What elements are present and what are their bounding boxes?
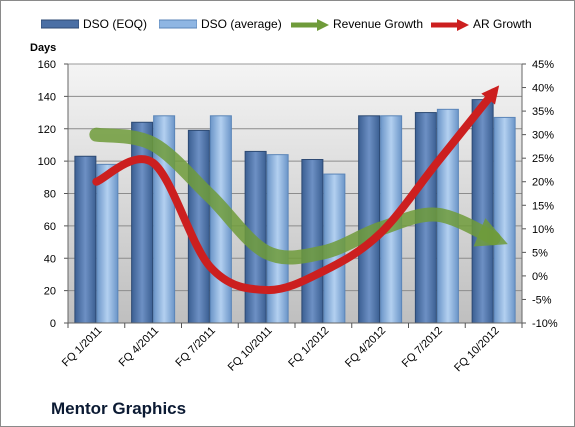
legend-swatch-ar-growth xyxy=(431,19,469,31)
bar-dso-avg xyxy=(96,163,119,324)
y2-tick-label: 45% xyxy=(532,59,554,71)
legend-swatch-dso-eoq xyxy=(41,19,79,29)
x-tick-label: FQ 10/2012 xyxy=(452,325,502,375)
y2-tick-label: 10% xyxy=(532,224,554,236)
legend-swatch-dso-avg xyxy=(159,19,197,29)
bar-dso-avg xyxy=(493,116,516,324)
y2-tick-label: 30% xyxy=(532,130,554,142)
y2-tick-label: 40% xyxy=(532,83,554,95)
series-lines xyxy=(89,85,508,295)
y2-tick-label: -5% xyxy=(532,294,552,306)
x-tick-label: FQ 4/2012 xyxy=(343,325,388,370)
y2-tick-label: 15% xyxy=(532,200,554,212)
y-tick-label: 140 xyxy=(38,91,56,103)
legend-label-dso-eoq: DSO (EOQ) xyxy=(83,17,148,31)
x-tick-label: FQ 1/2011 xyxy=(60,325,105,370)
y2-tick-label: 0% xyxy=(532,271,548,283)
x-tick-label: FQ 1/2012 xyxy=(286,325,331,370)
y-tick-label: 160 xyxy=(38,59,56,71)
y2-tick-label: 5% xyxy=(532,247,548,259)
x-tick-label: FQ 7/2011 xyxy=(173,325,218,370)
x-tick-label: FQ 7/2012 xyxy=(400,325,445,370)
y-tick-label: 80 xyxy=(44,189,56,201)
y-tick-label: 40 xyxy=(44,253,56,265)
legend-label-ar-growth: AR Growth xyxy=(473,17,532,31)
y2-tick-label: 35% xyxy=(532,106,554,118)
bar-dso-eoq xyxy=(358,115,381,324)
y-axis-title: Days xyxy=(30,42,56,54)
y-tick-label: 60 xyxy=(44,221,56,233)
legend-label-revenue-growth: Revenue Growth xyxy=(333,17,424,31)
y-tick-label: 120 xyxy=(38,124,56,136)
legend-swatch-revenue-growth xyxy=(291,19,329,31)
y2-tick-label: 25% xyxy=(532,153,554,165)
bar-dso-eoq xyxy=(131,121,154,324)
bar-dso-avg xyxy=(266,154,289,324)
company-label: Mentor Graphics xyxy=(51,399,187,418)
x-tick-label: FQ 4/2011 xyxy=(117,325,162,370)
y2-tick-label: -10% xyxy=(532,318,558,330)
bar-dso-eoq xyxy=(301,159,324,324)
legend-label-dso-avg: DSO (average) xyxy=(201,17,282,31)
x-tick-label: FQ 10/2011 xyxy=(226,325,275,374)
y-tick-label: 0 xyxy=(50,318,56,330)
y2-tick-label: 20% xyxy=(532,177,554,189)
series-line-ar-growth xyxy=(92,85,500,295)
y-tick-label: 100 xyxy=(38,156,56,168)
bar-dso-eoq xyxy=(471,99,494,324)
y-tick-label: 20 xyxy=(44,286,56,298)
series-line-revenue-growth xyxy=(89,127,508,265)
